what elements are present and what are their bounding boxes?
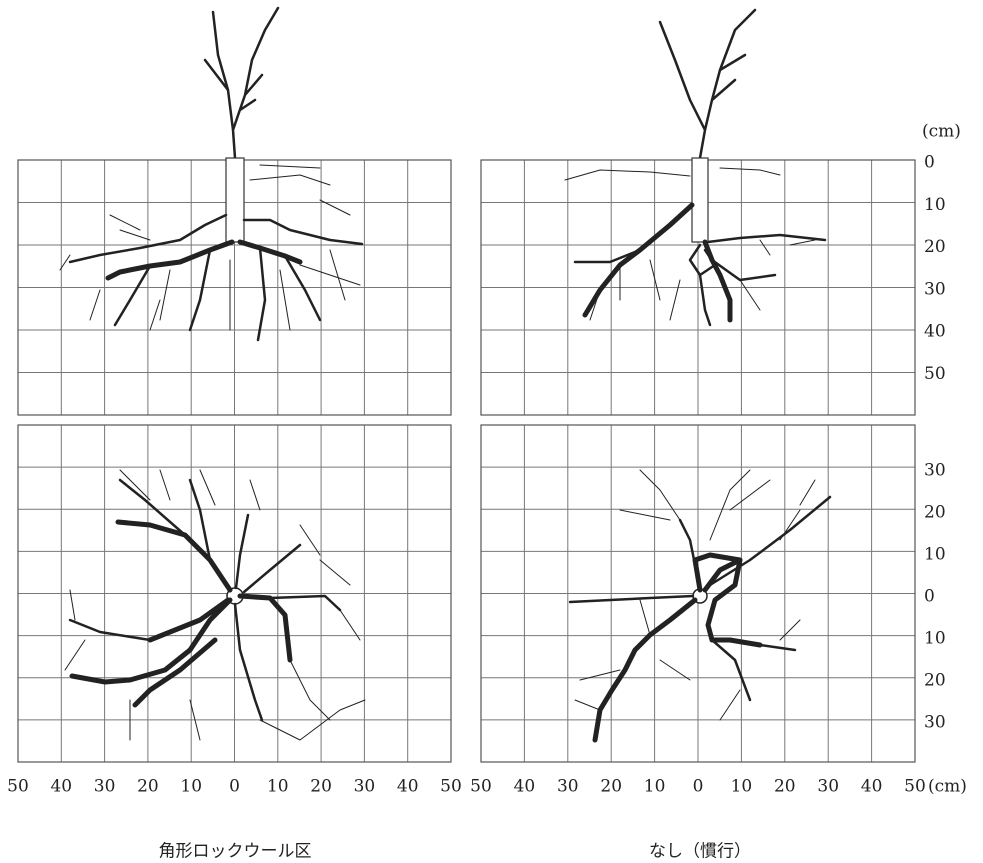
- lateral-roots: [573, 233, 827, 327]
- x-tick-label: 40: [397, 777, 419, 797]
- roots-side-conventional: [564, 8, 827, 327]
- y-tick-label: 20: [924, 503, 946, 523]
- panel-caption: 角形ロックウール区: [159, 842, 312, 862]
- x-tick-label: 30: [817, 777, 839, 797]
- x-unit: (cm): [928, 777, 967, 797]
- x-tick-label: 50: [904, 777, 926, 797]
- x-tick-label: 40: [861, 777, 883, 797]
- roots-plan-conventional: [568, 469, 832, 743]
- x-tick-label: 10: [731, 777, 753, 797]
- tube: [225, 157, 245, 243]
- x-tick-label: 10: [644, 777, 666, 797]
- x-tick-label: 50: [470, 777, 492, 797]
- y-tick-label: 0: [924, 587, 935, 607]
- y-tick-label: 10: [924, 545, 946, 565]
- x-tick-label: 20: [310, 777, 332, 797]
- x-tick-label: 20: [774, 777, 796, 797]
- y-tick-label: 30: [924, 713, 946, 733]
- y-tick-label: 30: [924, 461, 946, 481]
- y-tick-label: 20: [924, 671, 946, 691]
- stem: [203, 6, 280, 160]
- panel-frame: [480, 424, 916, 763]
- y-tick-label: 10: [924, 629, 946, 649]
- stem: [658, 8, 757, 160]
- x-tick-label: 10: [267, 777, 289, 797]
- lateral-roots: [68, 213, 364, 342]
- panel-caption: なし（慣行）: [649, 842, 751, 862]
- x-tick-label: 20: [600, 777, 622, 797]
- fine-roots: [59, 164, 361, 331]
- x-tick-label: 0: [229, 777, 240, 797]
- x-tick-label: 40: [50, 777, 72, 797]
- fine-roots: [574, 469, 816, 721]
- y-tick-label: 50: [924, 364, 946, 384]
- tube: [691, 157, 709, 243]
- x-tick-label: 10: [180, 777, 202, 797]
- lateral-roots: [568, 495, 832, 702]
- x-tick-label: 40: [514, 777, 536, 797]
- x-tick-label: 50: [7, 777, 29, 797]
- roots-side-rockwool: [59, 6, 364, 342]
- y-tick-label: 30: [924, 279, 946, 299]
- x-tick-label: 50: [440, 777, 462, 797]
- y-tick-label: 20: [924, 237, 946, 257]
- y-unit: (cm): [922, 122, 961, 142]
- lateral-roots: [68, 478, 342, 722]
- panel-frame: [17, 424, 452, 763]
- main-root: [105, 239, 303, 281]
- x-tick-label: 0: [693, 777, 704, 797]
- x-tick-label: 30: [354, 777, 376, 797]
- fine-roots: [564, 167, 816, 321]
- x-tick-label: 30: [94, 777, 116, 797]
- main-root: [592, 552, 763, 743]
- x-tick-label: 20: [137, 777, 159, 797]
- y-tick-label: 10: [924, 195, 946, 215]
- grids: [17, 159, 916, 763]
- y-tick-label: 40: [924, 322, 946, 342]
- roots-plan-rockwool: [64, 469, 366, 741]
- fine-roots: [64, 469, 366, 741]
- main-root: [582, 202, 733, 323]
- x-tick-label: 30: [557, 777, 579, 797]
- y-tick-label: 0: [924, 153, 935, 173]
